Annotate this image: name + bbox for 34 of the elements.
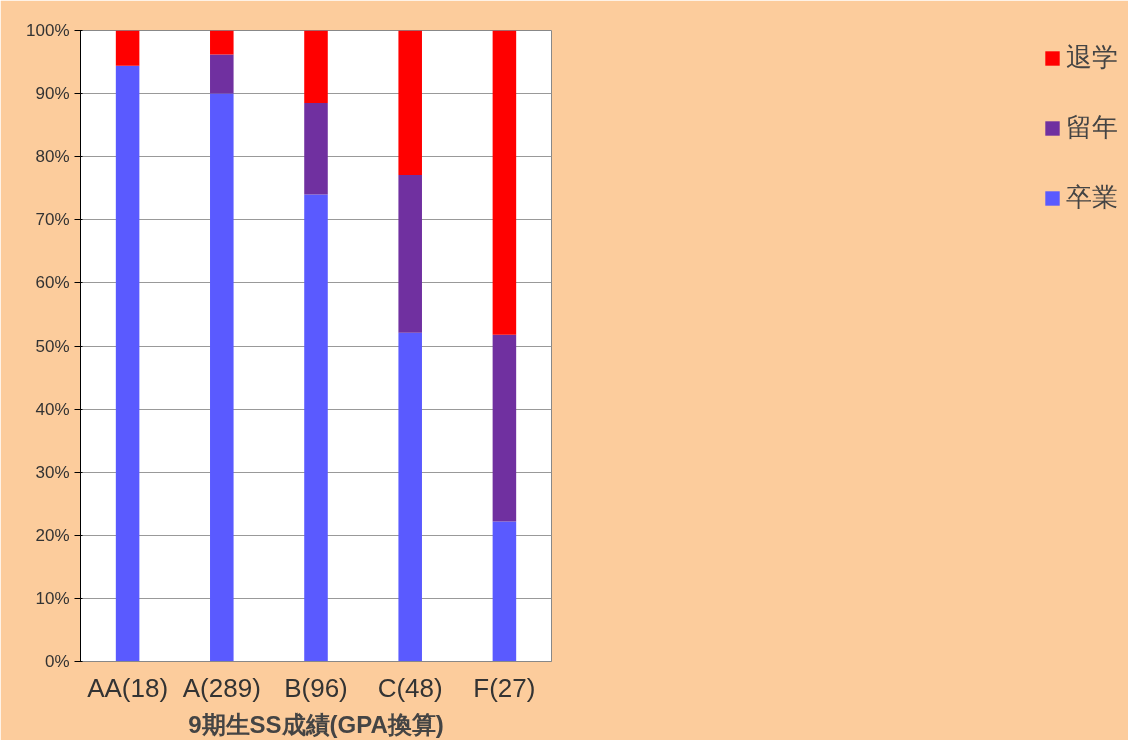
bar [492, 30, 517, 335]
legend-label: 留年 [1066, 111, 1118, 144]
y-tick-label: 0% [44, 652, 70, 671]
y-tick-label: 50% [35, 336, 70, 356]
y-tick-label: 80% [35, 147, 70, 167]
x-tick-label: C(48) [377, 672, 443, 703]
bar [210, 93, 234, 662]
bar [398, 30, 422, 175]
bar [398, 175, 422, 333]
y-tick-label: 30% [35, 462, 70, 482]
x-tick-label: A(289) [182, 672, 261, 703]
x-axis-title: 9期生SS成績(GPA換算) [188, 710, 444, 738]
bar [304, 194, 328, 662]
y-tick-label: 100% [26, 21, 70, 40]
y-tick-label: 20% [35, 525, 70, 545]
x-tick-label: AA(18) [87, 672, 169, 703]
y-tick-label: 40% [35, 399, 70, 419]
y-tick-label: 90% [35, 84, 70, 104]
bar [304, 103, 328, 195]
legend-label: 卒業 [1066, 181, 1118, 214]
y-tick-label: 60% [35, 273, 70, 293]
bar [210, 54, 234, 94]
x-tick-label: B(96) [284, 672, 348, 703]
bar [398, 332, 422, 662]
bar [492, 334, 517, 522]
x-tick-label: F(27) [473, 672, 536, 703]
bar [492, 521, 517, 662]
bar [304, 30, 328, 104]
bar [210, 30, 234, 55]
legend-label: 退学 [1066, 41, 1118, 74]
y-tick-label: 10% [35, 588, 70, 608]
bar [115, 65, 140, 662]
y-tick-label: 70% [35, 210, 70, 230]
bar [115, 30, 140, 66]
